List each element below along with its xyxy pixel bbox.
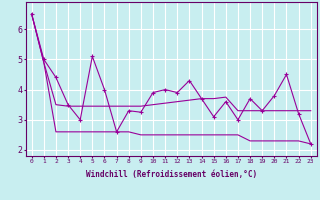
X-axis label: Windchill (Refroidissement éolien,°C): Windchill (Refroidissement éolien,°C) — [86, 170, 257, 179]
